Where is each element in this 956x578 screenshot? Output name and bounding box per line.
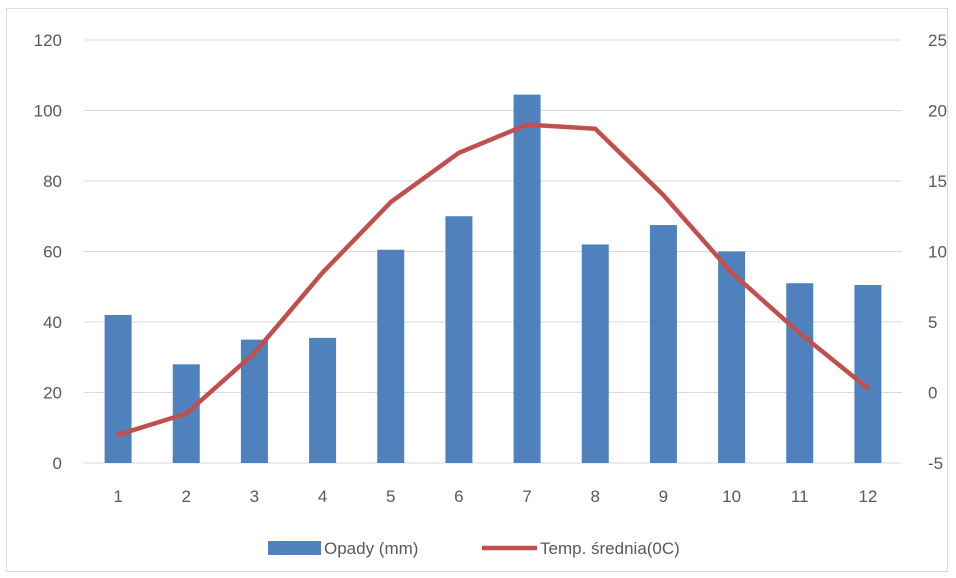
line-point — [117, 434, 119, 436]
bar — [718, 251, 746, 463]
legend-label-bars: Opady (mm) — [324, 539, 418, 558]
gridlines — [84, 39, 902, 464]
bar — [104, 314, 132, 463]
x-tick-label: 8 — [591, 487, 600, 506]
right-tick-label: 0 — [928, 384, 937, 403]
left-tick-label: 80 — [43, 172, 62, 191]
bar — [240, 339, 268, 463]
x-tick-label: 4 — [318, 487, 327, 506]
right-tick-label: 25 — [928, 31, 947, 50]
line-point — [322, 272, 324, 274]
x-tick-label: 6 — [454, 487, 463, 506]
line-point — [594, 128, 596, 130]
right-tick-label: 20 — [928, 102, 947, 121]
legend-swatch-bars — [268, 541, 321, 555]
bar — [649, 225, 677, 463]
x-tick-label: 9 — [659, 487, 668, 506]
right-tick-label: -5 — [928, 454, 943, 473]
bar — [854, 284, 882, 463]
line-point — [799, 332, 801, 334]
bar — [377, 249, 405, 463]
left-tick-label: 120 — [34, 31, 62, 50]
temperature-line — [115, 122, 871, 438]
line-point — [253, 352, 255, 354]
left-tick-label: 20 — [43, 384, 62, 403]
left-tick-label: 60 — [43, 243, 62, 262]
bar — [786, 283, 814, 463]
right-tick-label: 10 — [928, 243, 947, 262]
line-point — [662, 194, 664, 196]
x-tick-label: 7 — [522, 487, 531, 506]
right-tick-label: 5 — [928, 313, 937, 332]
left-tick-label: 40 — [43, 313, 62, 332]
line-point — [731, 272, 733, 274]
left-tick-label: 0 — [53, 454, 62, 473]
left-tick-label: 100 — [34, 102, 62, 121]
x-tick-label: 3 — [250, 487, 259, 506]
x-tick-label: 11 — [791, 487, 809, 506]
x-tick-label: 1 — [113, 487, 122, 506]
line-point — [390, 201, 392, 203]
line-series — [115, 122, 871, 438]
right-tick-label: 15 — [928, 172, 947, 191]
line-point — [526, 124, 528, 126]
line-point — [185, 413, 187, 415]
legend-label-line: Temp. średnia(0C) — [540, 539, 680, 558]
bar — [309, 337, 337, 463]
bar — [581, 244, 609, 463]
x-tick-label: 2 — [182, 487, 191, 506]
x-tick-label: 5 — [386, 487, 395, 506]
line-point — [867, 387, 869, 389]
x-tick-label: 12 — [858, 487, 877, 506]
x-axis-ticks: 1 2 3 4 5 6 7 8 9 10 11 12 — [113, 487, 877, 506]
legend: Opady (mm) Temp. średnia(0C) — [268, 539, 680, 558]
bar — [513, 94, 541, 463]
bar-series — [104, 94, 882, 463]
left-axis-ticks: 0 20 40 60 80 100 120 — [34, 31, 62, 473]
bar — [445, 216, 473, 463]
x-tick-label: 10 — [722, 487, 741, 506]
right-axis-ticks: -5 0 5 10 15 20 25 — [928, 31, 947, 473]
line-point — [458, 152, 460, 154]
